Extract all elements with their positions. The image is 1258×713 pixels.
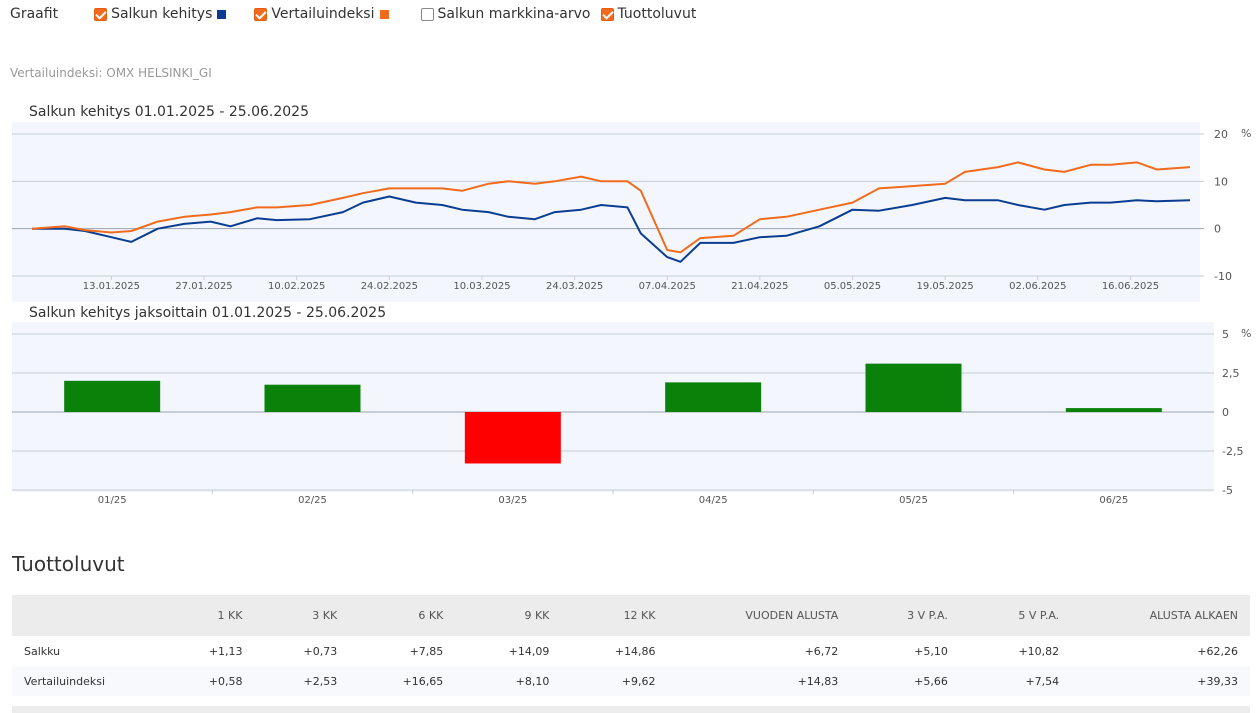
x-tick-label: 24.02.2025 xyxy=(361,281,418,292)
checkbox-unchecked-icon[interactable] xyxy=(420,7,434,21)
x-tick-label: 02/25 xyxy=(298,495,327,504)
y-tick-label: 0 xyxy=(1222,406,1229,419)
y-unit-label: % xyxy=(1241,327,1251,340)
checkbox-checked-icon[interactable] xyxy=(600,7,614,21)
checkbox-returns[interactable]: Tuottoluvut xyxy=(600,6,697,22)
benchmark-info: Vertailuindeksi: OMX HELSINKI_GI xyxy=(10,66,212,80)
bar xyxy=(865,363,962,412)
plot-area xyxy=(12,122,1200,302)
x-tick-label: 27.01.2025 xyxy=(175,281,232,292)
x-tick-label: 21.04.2025 xyxy=(731,281,788,292)
cell: +14,83 xyxy=(667,666,851,696)
checkbox-checked-icon[interactable] xyxy=(94,7,108,21)
returns-header-row: 1 KK 3 KK 6 KK 9 KK 12 KK VUODEN ALUSTA … xyxy=(12,595,1250,636)
col-header: 6 KK xyxy=(349,595,456,636)
cell: +5,10 xyxy=(850,636,960,666)
x-tick-label: 10.03.2025 xyxy=(453,281,510,292)
row-name: Vertailuindeksi xyxy=(12,666,118,696)
x-tick-label: 05/25 xyxy=(899,495,928,504)
checkbox-label: Tuottoluvut xyxy=(617,6,697,22)
y-tick-label: -2,5 xyxy=(1222,445,1243,458)
row-name: Salkku xyxy=(12,636,118,666)
checkbox-checked-icon[interactable] xyxy=(254,7,268,21)
col-header: 3 KK xyxy=(254,595,350,636)
x-tick-label: 02.06.2025 xyxy=(1009,281,1066,292)
col-header: 9 KK xyxy=(455,595,562,636)
table-footer-bar xyxy=(12,706,1250,713)
bar xyxy=(464,412,561,464)
returns-title: Tuottoluvut xyxy=(12,552,125,576)
x-tick-label: 05.05.2025 xyxy=(824,281,881,292)
x-tick-label: 13.01.2025 xyxy=(83,281,140,292)
checkbox-label: Salkun markkina-arvo xyxy=(437,6,591,22)
x-tick-label: 01/25 xyxy=(98,495,127,504)
x-tick-label: 10.02.2025 xyxy=(268,281,325,292)
chart-options-bar: Graafit Salkun kehitys Vertailuindeksi S… xyxy=(10,4,724,24)
bar xyxy=(665,382,762,412)
y-tick-label: 20 xyxy=(1214,128,1228,141)
y-tick-label: -10 xyxy=(1214,270,1232,283)
col-header: ALUSTA ALKAEN xyxy=(1071,595,1250,636)
checkbox-label: Salkun kehitys xyxy=(111,6,213,22)
cell: +62,26 xyxy=(1071,636,1250,666)
series-line xyxy=(32,195,1191,263)
y-unit-label: % xyxy=(1241,127,1251,140)
bar-chart: 5 2,5 0 -2,5 -5% 01/25 02/25 03/25 04/25 05/25 06/… xyxy=(12,322,1251,504)
line-chart: 20 10 0 -10% 13.01.2025 27.01.2025 10.02.2025 2… xyxy=(12,122,1251,302)
cell: +1,13 xyxy=(117,636,255,666)
cell: +39,33 xyxy=(1071,666,1250,696)
x-tick-label: 06/25 xyxy=(1099,495,1128,504)
cell: +0,73 xyxy=(254,636,350,666)
bar xyxy=(264,384,361,412)
col-header: VUODEN ALUSTA xyxy=(667,595,851,636)
cell: +14,86 xyxy=(561,636,668,666)
checkbox-label: Vertailuindeksi xyxy=(271,6,375,22)
bar-chart-title: Salkun kehitys jaksoittain 01.01.2025 - … xyxy=(29,305,387,321)
table-row: Salkku +1,13 +0,73 +7,85 +14,09 +14,86 +… xyxy=(12,636,1250,666)
cell: +10,82 xyxy=(959,636,1072,666)
line-chart-title: Salkun kehitys 01.01.2025 - 25.06.2025 xyxy=(29,104,309,120)
x-tick-label: 03/25 xyxy=(498,495,527,504)
plot-area xyxy=(12,322,1214,492)
graphs-label: Graafit xyxy=(10,6,59,22)
x-tick-label: 19.05.2025 xyxy=(917,281,974,292)
bar xyxy=(64,380,161,412)
checkbox-market-value[interactable]: Salkun markkina-arvo xyxy=(420,6,591,22)
checkbox-portfolio-performance[interactable]: Salkun kehitys xyxy=(94,6,227,22)
series-color-swatch xyxy=(217,9,227,19)
x-tick-label: 07.04.2025 xyxy=(639,281,696,292)
series-color-swatch xyxy=(379,9,389,19)
y-tick-label: 10 xyxy=(1214,175,1228,188)
col-header: 1 KK xyxy=(117,595,255,636)
cell: +8,10 xyxy=(455,666,562,696)
series-line xyxy=(31,161,1191,254)
table-row: Vertailuindeksi +0,58 +2,53 +16,65 +8,10… xyxy=(12,666,1250,696)
x-tick-label: 04/25 xyxy=(699,495,728,504)
x-tick-label: 16.06.2025 xyxy=(1102,281,1159,292)
cell: +9,62 xyxy=(561,666,668,696)
col-header: 12 KK xyxy=(561,595,668,636)
cell: +0,58 xyxy=(117,666,255,696)
cell: +16,65 xyxy=(349,666,456,696)
bar xyxy=(1065,408,1162,412)
cell: +7,54 xyxy=(959,666,1072,696)
cell: +2,53 xyxy=(254,666,350,696)
y-tick-label: 5 xyxy=(1222,328,1229,341)
cell: +14,09 xyxy=(455,636,562,666)
y-tick-label: 2,5 xyxy=(1222,367,1240,380)
y-tick-label: -5 xyxy=(1222,484,1233,497)
returns-table: 1 KK 3 KK 6 KK 9 KK 12 KK VUODEN ALUSTA … xyxy=(12,595,1250,696)
y-tick-label: 0 xyxy=(1214,223,1221,236)
col-header: 5 V P.A. xyxy=(959,595,1072,636)
cell: +7,85 xyxy=(349,636,456,666)
cell: +6,72 xyxy=(667,636,851,666)
x-tick-label: 24.03.2025 xyxy=(546,281,603,292)
col-header xyxy=(12,595,118,636)
cell: +5,66 xyxy=(850,666,960,696)
checkbox-benchmark[interactable]: Vertailuindeksi xyxy=(254,6,389,22)
col-header: 3 V P.A. xyxy=(850,595,960,636)
